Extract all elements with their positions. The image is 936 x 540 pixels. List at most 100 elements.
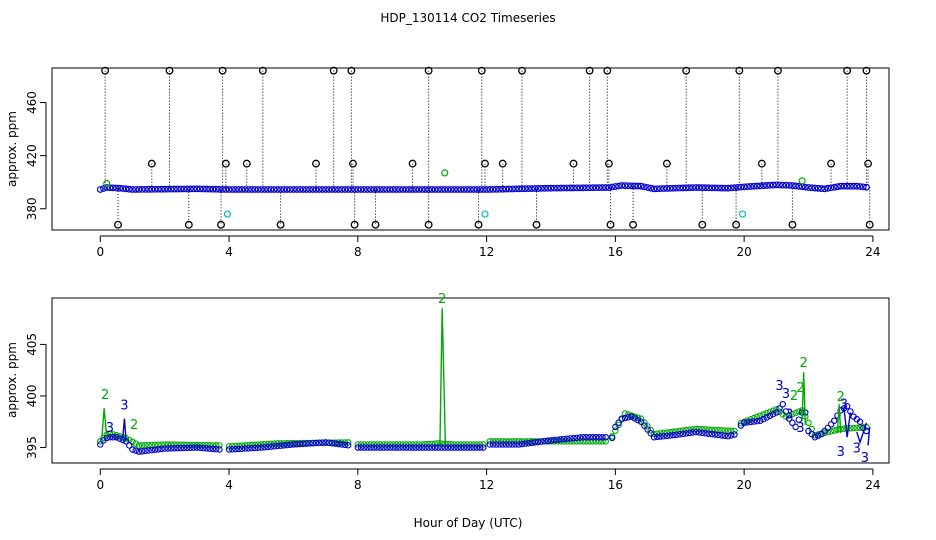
- top-baseline-point: [215, 185, 223, 193]
- bottom-blue-point: [843, 403, 851, 410]
- bottom-blue-point: [592, 433, 600, 441]
- top-spike-up-point: [477, 66, 486, 75]
- bottom-green-point: [789, 410, 796, 418]
- top-spike-up-point: [242, 159, 251, 168]
- bottom-green-point: [447, 440, 455, 448]
- top-baseline-point: [628, 182, 635, 190]
- bottom-green-point: [785, 412, 793, 419]
- bottom-green-point: [795, 408, 803, 415]
- top-baseline-point: [370, 186, 378, 193]
- bottom-blue-point: [245, 445, 252, 452]
- bottom-blue-point: [509, 441, 516, 448]
- chart-title: HDP_130114 CO2 Timeseries: [380, 11, 555, 25]
- bottom-blue-point: [686, 429, 693, 437]
- top-spike-up-point: [585, 66, 594, 75]
- bottom-green-point: [583, 438, 590, 445]
- top-baseline-point: [666, 184, 674, 192]
- top-baseline-point: [393, 186, 400, 193]
- top-baseline-point: [502, 185, 510, 193]
- bottom-x-tick-label: 0: [96, 478, 104, 492]
- bottom-blue-point: [238, 445, 246, 452]
- bottom-blue-point: [679, 430, 687, 438]
- top-baseline-point: [428, 186, 436, 193]
- top-baseline-point: [782, 181, 790, 189]
- bottom-blue-point: [808, 430, 815, 438]
- top-spike-up-point: [864, 159, 873, 168]
- bottom-blue-point: [154, 446, 162, 453]
- top-baseline-point: [277, 186, 284, 193]
- bottom-blue-point: [505, 441, 513, 448]
- top-baseline-point: [740, 183, 748, 191]
- bottom-blue-point: [293, 440, 300, 448]
- bottom-green-point: [164, 441, 172, 448]
- bottom-blue-point: [193, 444, 201, 451]
- bottom-series-label-blue: 3: [861, 451, 869, 466]
- top-baseline-point: [132, 186, 140, 193]
- top-baseline-point: [727, 184, 735, 192]
- bottom-x-tick-label: 16: [608, 478, 623, 492]
- bottom-blue-point: [673, 431, 680, 438]
- top-baseline-point: [647, 184, 655, 192]
- bottom-blue-point: [344, 442, 352, 449]
- top-baseline-point: [837, 182, 845, 190]
- bottom-blue-point: [254, 444, 262, 451]
- top-baseline-point: [657, 185, 664, 193]
- bottom-blue-point: [602, 433, 609, 441]
- bottom-blue-point: [341, 441, 349, 449]
- bottom-blue-point: [650, 433, 658, 441]
- top-baseline-point: [528, 185, 536, 192]
- top-spike-down-point: [276, 220, 285, 229]
- bottom-blue-point: [212, 445, 220, 453]
- top-spike-down-point: [350, 220, 359, 229]
- bottom-blue-point: [728, 432, 735, 439]
- top-data-marks: [96, 66, 874, 229]
- bottom-blue-point: [315, 439, 323, 447]
- top-spike-up-point: [682, 66, 691, 75]
- bottom-blue-point: [447, 444, 455, 451]
- top-baseline-point: [611, 183, 619, 190]
- bottom-blue-point: [773, 409, 780, 416]
- top-baseline-point: [608, 183, 616, 191]
- top-baseline-point: [103, 184, 111, 191]
- top-baseline-point: [653, 185, 661, 193]
- top-baseline-point: [219, 185, 227, 193]
- top-baseline-point: [203, 185, 210, 193]
- bottom-blue-point: [756, 417, 764, 424]
- bottom-blue-point: [599, 433, 606, 441]
- top-baseline-point: [354, 186, 362, 193]
- top-baseline-point: [451, 186, 458, 193]
- bottom-blue-point: [113, 433, 120, 441]
- bottom-blue-point: [216, 446, 223, 453]
- bottom-blue-point: [579, 433, 587, 441]
- top-baseline-point: [827, 184, 835, 192]
- bottom-green-point: [692, 425, 700, 433]
- bottom-blue-point: [715, 431, 722, 439]
- bottom-blue-point: [370, 444, 378, 451]
- top-baseline-point: [695, 184, 703, 191]
- top-baseline-point: [573, 184, 581, 192]
- top-baseline-point: [805, 184, 812, 191]
- bottom-series-label-green: 2: [790, 389, 798, 404]
- top-baseline-point: [518, 185, 526, 193]
- top-spike-up-point: [329, 66, 338, 75]
- bottom-blue-point: [328, 439, 336, 447]
- top-baseline-point: [579, 184, 587, 192]
- top-spike-up-point: [424, 66, 433, 75]
- bottom-blue-point: [560, 435, 568, 443]
- top-baseline-point: [412, 186, 420, 193]
- bottom-blue-point: [142, 447, 149, 455]
- top-baseline-point: [753, 182, 761, 190]
- bottom-blue-point: [557, 436, 564, 443]
- bottom-blue-point: [97, 441, 104, 448]
- bottom-blue-point: [177, 444, 185, 452]
- bottom-blue-point: [496, 441, 503, 448]
- bottom-blue-point: [621, 414, 629, 422]
- bottom-blue-point: [515, 441, 523, 448]
- bottom-green-point: [624, 411, 632, 418]
- bottom-green-point: [586, 438, 593, 445]
- bottom-blue-point: [187, 444, 194, 451]
- top-baseline-point: [235, 186, 243, 193]
- top-baseline-point: [599, 184, 606, 191]
- top-baseline-point: [158, 185, 165, 193]
- bottom-blue-point: [267, 443, 275, 450]
